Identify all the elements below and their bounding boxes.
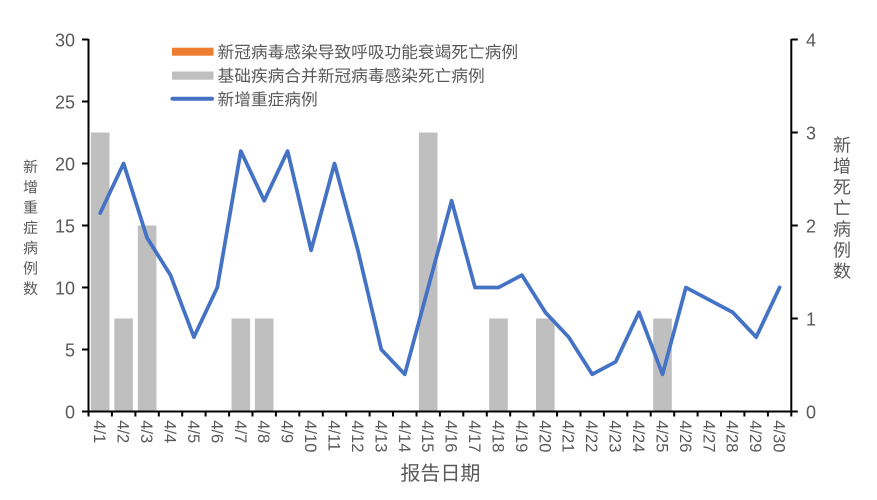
svg-text:4/20: 4/20 (535, 420, 553, 452)
svg-text:10: 10 (55, 279, 75, 299)
svg-text:1: 1 (806, 310, 816, 330)
svg-text:4/11: 4/11 (325, 420, 343, 451)
svg-text:15: 15 (55, 217, 75, 237)
svg-text:4/27: 4/27 (699, 420, 717, 452)
svg-text:4/26: 4/26 (676, 420, 694, 452)
svg-text:4/23: 4/23 (606, 420, 624, 452)
svg-text:4/6: 4/6 (207, 420, 225, 443)
svg-text:5: 5 (65, 341, 75, 361)
svg-text:4/1: 4/1 (90, 420, 108, 443)
svg-text:4/17: 4/17 (465, 420, 483, 452)
svg-text:4/29: 4/29 (746, 420, 764, 452)
svg-text:4/12: 4/12 (348, 420, 366, 452)
svg-text:4/9: 4/9 (278, 420, 296, 443)
svg-text:4/7: 4/7 (231, 420, 249, 443)
svg-text:25: 25 (55, 93, 75, 113)
svg-text:3: 3 (806, 124, 816, 144)
svg-text:4/28: 4/28 (723, 420, 741, 452)
svg-text:4/25: 4/25 (653, 420, 671, 452)
svg-text:4/15: 4/15 (418, 420, 436, 452)
svg-text:4/21: 4/21 (559, 420, 577, 452)
svg-text:4/22: 4/22 (582, 420, 600, 452)
svg-text:4/5: 4/5 (184, 420, 202, 443)
svg-text:0: 0 (65, 403, 75, 423)
svg-text:4/8: 4/8 (254, 420, 272, 443)
svg-text:4/19: 4/19 (512, 420, 530, 452)
svg-text:4/14: 4/14 (395, 420, 413, 452)
svg-text:4/30: 4/30 (770, 420, 788, 452)
svg-text:4/3: 4/3 (137, 420, 155, 443)
svg-text:4: 4 (806, 31, 816, 51)
svg-text:4/4: 4/4 (161, 420, 179, 443)
svg-text:20: 20 (55, 155, 75, 175)
svg-text:0: 0 (806, 403, 816, 423)
svg-text:4/10: 4/10 (301, 420, 319, 452)
svg-text:2: 2 (806, 217, 816, 237)
svg-text:4/16: 4/16 (442, 420, 460, 452)
svg-text:4/24: 4/24 (629, 420, 647, 452)
svg-text:30: 30 (55, 31, 75, 51)
svg-text:4/18: 4/18 (489, 420, 507, 452)
svg-text:4/2: 4/2 (114, 420, 132, 443)
svg-text:4/13: 4/13 (371, 420, 389, 452)
